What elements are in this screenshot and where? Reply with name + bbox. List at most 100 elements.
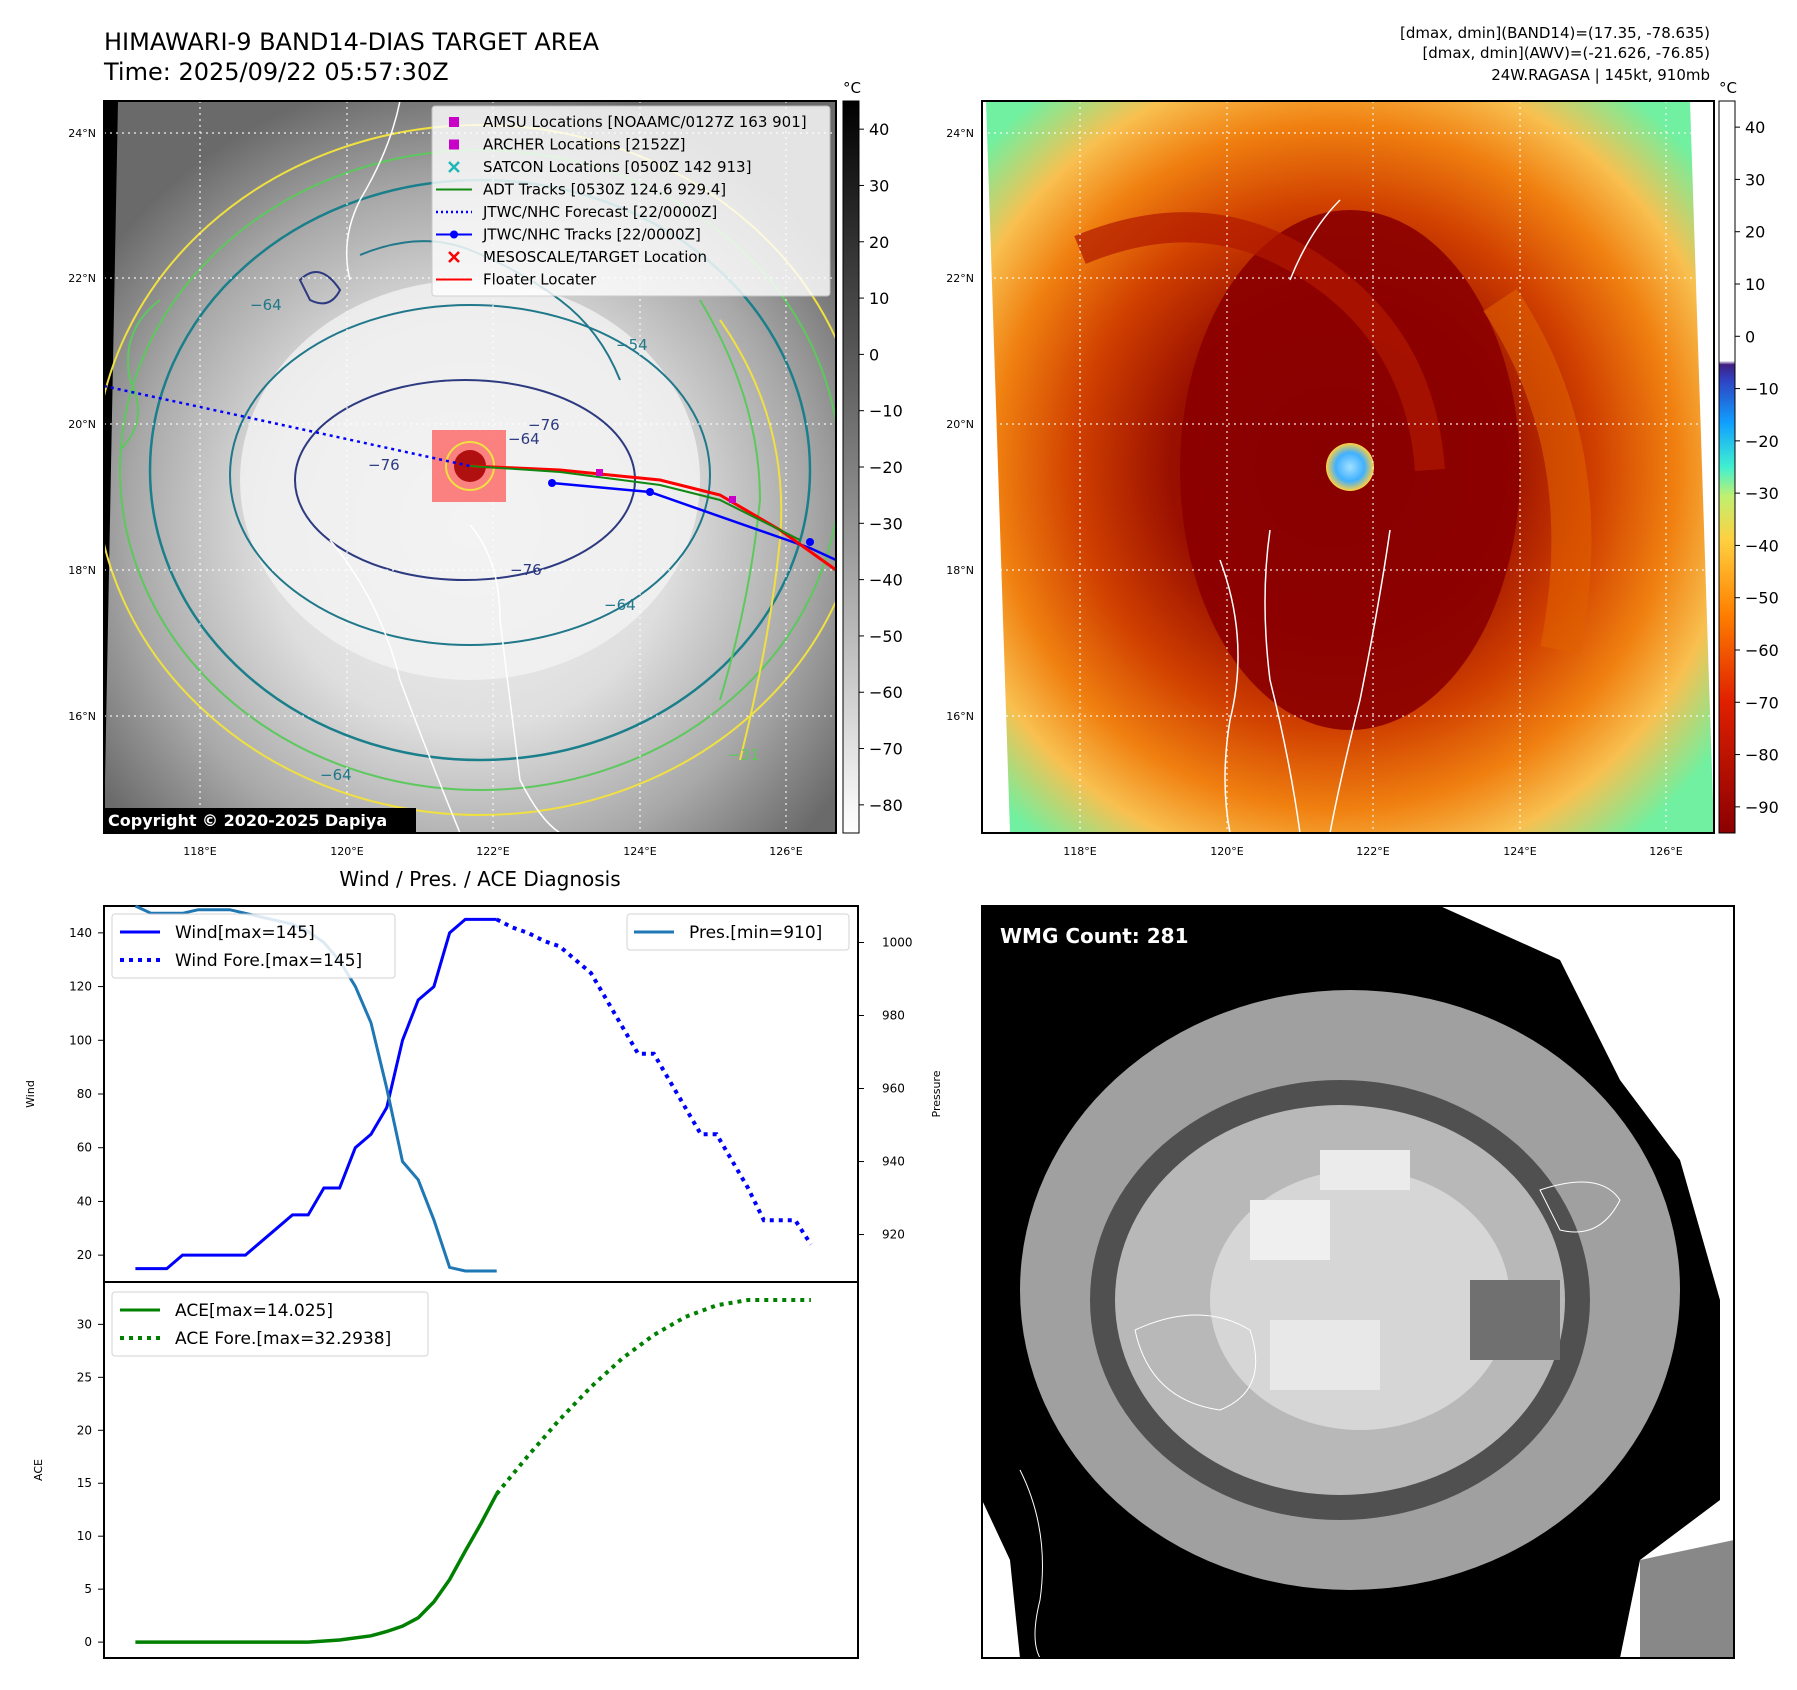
dmax-band14: [dmax, dmin](BAND14)=(17.35, -78.635) — [1400, 24, 1710, 42]
figure-time: Time: 2025/09/22 05:57:30Z — [103, 58, 449, 86]
lon-label: 120°E — [1210, 845, 1243, 858]
wind-pressure-chart: Wind Pressure 20 40 60 80 100 120 140 920 940 960… — [24, 904, 943, 1283]
lat-label: 24°N — [68, 127, 96, 140]
legend-label: ARCHER Locations [2152Z] — [483, 136, 686, 154]
contour-label: −64 — [250, 296, 282, 314]
wmg-panel: WMG Count: 281 — [981, 905, 1735, 1659]
wind-tick-label: 20 — [77, 1248, 92, 1262]
colorbar-tick-label: 0 — [1745, 327, 1755, 346]
legend-wind: Wind[max=145] — [175, 923, 315, 943]
contour-label: −76 — [368, 456, 400, 474]
legend-marker — [449, 139, 459, 150]
colorbar-tick-label: 20 — [869, 233, 889, 252]
legend-ace: ACE[max=14.025] — [175, 1301, 333, 1321]
legend-label: JTWC/NHC Forecast [22/0000Z] — [482, 203, 717, 221]
colorbar-tick-label: −30 — [869, 514, 903, 533]
wind-line — [135, 917, 497, 1271]
wind-tick-label: 120 — [69, 980, 92, 994]
contour-label: −64 — [320, 766, 352, 784]
pressure-legend: Pres.[min=910] — [626, 913, 850, 951]
colorbar-tick-label: 20 — [1745, 223, 1765, 242]
legend-label: AMSU Locations [NOAAMC/0127Z 163 901] — [483, 113, 807, 131]
lon-label: 122°E — [1356, 845, 1389, 858]
copyright-text: Copyright © 2020-2025 Dapiya — [108, 811, 387, 830]
legend-marker — [449, 117, 459, 127]
copyright-box — [104, 808, 416, 833]
colorbar-tick-label: −70 — [869, 740, 903, 759]
pressure-tick-label: 920 — [882, 1228, 905, 1242]
colorbar-tick-label: 30 — [1745, 170, 1765, 189]
wind-axis-label: Wind — [24, 1080, 37, 1108]
wind-tick-label: 80 — [77, 1087, 92, 1101]
colorbar-tick-label: −40 — [1745, 536, 1779, 555]
colorbar-unit: °C — [1719, 79, 1737, 97]
colorbar-tick-label: −30 — [1745, 484, 1779, 503]
ace-tick-label: 15 — [77, 1476, 92, 1490]
colorbar-tick-label: 10 — [869, 289, 889, 308]
right-satellite-map: 24°N 22°N 20°N 18°N 16°N 118°E 120°E 122… — [946, 100, 1715, 858]
legend-label: MESOSCALE/TARGET Location — [483, 248, 707, 266]
colorbar-tick-label: −10 — [869, 402, 903, 421]
lat-label: 20°N — [946, 418, 974, 431]
colorbar-tick-label: −50 — [1745, 589, 1779, 608]
lat-label: 22°N — [68, 272, 96, 285]
wmg-count-label: WMG Count: 281 — [1000, 924, 1189, 948]
legend-label: ADT Tracks [0530Z 124.6 929.4] — [483, 181, 726, 199]
lon-label: 124°E — [1503, 845, 1536, 858]
colorbar-tick-label: 10 — [1745, 275, 1765, 294]
colorbar-tick-label: −60 — [1745, 641, 1779, 660]
wind-tick-label: 60 — [77, 1141, 92, 1155]
lat-label: 18°N — [946, 564, 974, 577]
contour-label: −64 — [508, 430, 540, 448]
colorbar-tick-label: −40 — [869, 571, 903, 590]
colorbar-tick-label: −10 — [1745, 380, 1779, 399]
ace-legend: ACE[max=14.025] ACE Fore.[max=32.2938] — [111, 1291, 429, 1357]
colorbar-tick-label: 40 — [869, 120, 889, 139]
colorbar-tick-label: −90 — [1745, 798, 1779, 817]
contour-label: −54 — [616, 336, 648, 354]
storm-info: 24W.RAGASA | 145kt, 910mb — [1491, 66, 1710, 84]
lat-label: 24°N — [946, 127, 974, 140]
lat-label: 16°N — [946, 710, 974, 723]
left-satellite-map: −64 −54 −76 −76 −64 −64 −76 −64 −31 AMSU… — [68, 100, 837, 858]
contour-label: −76 — [510, 561, 542, 579]
contour-label: −31 — [728, 746, 760, 764]
lon-label: 118°E — [1063, 845, 1096, 858]
contour-label: −76 — [528, 416, 560, 434]
colorbar-tick-label: 40 — [1745, 118, 1765, 137]
diagnosis-title: Wind / Pres. / ACE Diagnosis — [339, 867, 620, 891]
ace-tick-label: 20 — [77, 1423, 92, 1437]
lat-label: 20°N — [68, 418, 96, 431]
legend-label: Floater Locater — [483, 271, 597, 289]
legend-label: SATCON Locations [0500Z 142 913] — [483, 158, 751, 176]
wind-tick-label: 140 — [69, 926, 92, 940]
storm-eye — [1326, 443, 1374, 491]
colorbar-tick-label: −20 — [869, 458, 903, 477]
colorbar-tick-label: −20 — [1745, 432, 1779, 451]
legend-ace-forecast: ACE Fore.[max=32.2938] — [175, 1329, 391, 1349]
wind-legend: Wind[max=145] Wind Fore.[max=145] — [111, 913, 396, 979]
colorbar-unit: °C — [843, 79, 861, 97]
contour-label: −64 — [604, 596, 636, 614]
colorbar-tick-label: −80 — [1745, 746, 1779, 765]
left-map-legend: AMSU Locations [NOAAMC/0127Z 163 901] ARC… — [431, 105, 831, 297]
right-colorbar: °C 40 30 20 10 0 −10 −20 −30 −40 −50 −60 −70 −80 −90 — [1718, 79, 1779, 834]
lon-label: 120°E — [330, 845, 363, 858]
legend-marker — [448, 251, 460, 263]
ace-tick-label: 0 — [84, 1635, 92, 1649]
pressure-tick-label: 980 — [882, 1009, 905, 1023]
ace-tick-label: 5 — [84, 1582, 92, 1596]
pressure-tick-label: 940 — [882, 1155, 905, 1169]
lon-label: 124°E — [623, 845, 656, 858]
ace-tick-label: 25 — [77, 1370, 92, 1384]
left-colorbar: °C 40 30 20 10 0 −10 −20 −30 −40 −50 −60 −70 −80 — [842, 79, 903, 834]
colorbar-tick-label: 30 — [869, 176, 889, 195]
ace-tick-label: 30 — [77, 1317, 92, 1331]
wind-forecast-line — [495, 917, 813, 1246]
lat-label: 16°N — [68, 710, 96, 723]
ace-axis-label: ACE — [32, 1459, 45, 1481]
figure-title: HIMAWARI-9 BAND14-DIAS TARGET AREA — [104, 28, 600, 56]
colorbar-tick-label: −50 — [869, 627, 903, 646]
ace-line — [135, 1492, 499, 1644]
